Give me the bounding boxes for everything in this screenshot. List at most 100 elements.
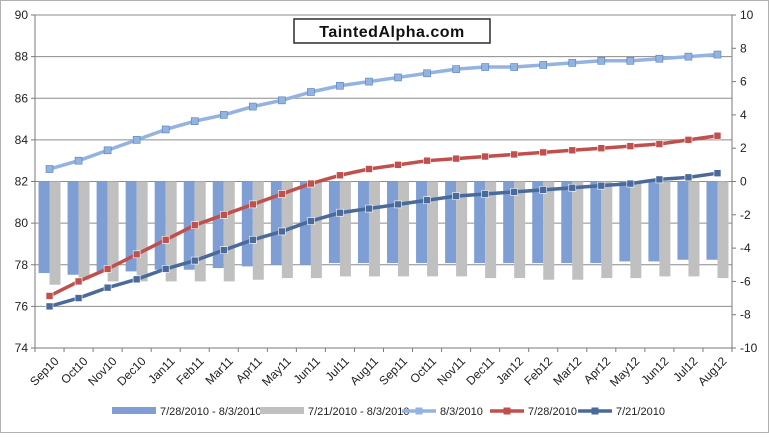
data-point (161, 235, 170, 244)
left-tick-label: 82 (15, 175, 29, 189)
data-point (336, 208, 344, 217)
bar (619, 181, 631, 262)
bar (154, 181, 166, 270)
left-tick-label: 80 (15, 216, 29, 230)
right-tick-label: 4 (740, 108, 747, 122)
legend-marker (415, 407, 423, 415)
data-point (190, 117, 199, 125)
data-point (394, 73, 402, 82)
legend-label: 7/28/2010 - 8/3/2010 (160, 406, 262, 418)
bar (368, 181, 380, 277)
bar (474, 181, 486, 264)
data-point (626, 56, 635, 65)
bar (241, 181, 253, 267)
data-point (597, 144, 606, 152)
bar (485, 181, 497, 279)
watermark-logo: TaintedAlpha.com (319, 24, 465, 41)
data-point (103, 265, 112, 273)
bar (601, 181, 613, 279)
bar (357, 181, 369, 264)
bar (572, 181, 584, 280)
data-point (626, 142, 635, 150)
bar (136, 181, 148, 282)
data-point (539, 148, 548, 157)
data-point (713, 169, 722, 177)
data-point (684, 173, 693, 182)
bar (456, 181, 468, 277)
bar (38, 181, 50, 274)
bar (590, 181, 602, 264)
bar (543, 181, 555, 280)
data-point (249, 235, 257, 244)
legend-label: 7/21/2010 - 8/3/2010 (308, 406, 410, 418)
data-point (423, 196, 431, 205)
left-tick-label: 74 (15, 341, 29, 355)
data-point (655, 140, 664, 148)
data-point (103, 146, 112, 155)
data-point (568, 59, 577, 67)
bar (183, 181, 195, 270)
bar (514, 181, 526, 279)
data-point (278, 190, 286, 198)
data-point (103, 283, 112, 292)
data-point (190, 256, 199, 265)
bar (212, 181, 224, 269)
bar (398, 181, 410, 277)
right-tick-label: 10 (740, 8, 754, 22)
data-point (365, 165, 373, 173)
bar (339, 181, 351, 277)
data-point (684, 52, 693, 61)
data-point (219, 211, 228, 219)
data-point (190, 221, 199, 230)
data-point (45, 165, 54, 173)
left-tick-label: 90 (15, 8, 29, 22)
data-point (481, 152, 489, 161)
data-point (452, 154, 460, 163)
data-point (394, 200, 402, 209)
bar (659, 181, 671, 277)
legend-label: 8/3/2010 (440, 406, 483, 418)
right-tick-label: -10 (740, 341, 758, 355)
bar (706, 181, 718, 260)
bar (165, 181, 177, 282)
data-point (219, 246, 228, 254)
series-line (48, 133, 718, 298)
bar (648, 181, 660, 262)
bar (270, 181, 282, 265)
data-point (336, 81, 344, 90)
data-point (684, 136, 693, 144)
data-point (568, 183, 577, 192)
bar (96, 181, 108, 272)
data-point (307, 179, 315, 188)
data-point (307, 217, 315, 225)
data-point (481, 63, 489, 71)
bar (194, 181, 206, 282)
data-point (278, 96, 286, 105)
data-point (365, 77, 373, 86)
data-point (336, 171, 344, 180)
data-point (74, 156, 83, 165)
bar (310, 181, 322, 279)
right-tick-label: -8 (740, 308, 751, 322)
bar (223, 181, 235, 282)
data-point (510, 188, 518, 196)
data-point (249, 102, 257, 111)
data-point (423, 156, 431, 165)
data-point (597, 181, 606, 190)
data-point (219, 111, 228, 119)
bar (416, 181, 428, 264)
data-point (74, 294, 83, 302)
data-point (510, 150, 518, 159)
data-point (74, 277, 83, 286)
right-tick-label: -4 (740, 241, 751, 255)
data-point (713, 131, 722, 140)
legend-label: 7/21/2010 (616, 406, 665, 418)
data-point (161, 125, 170, 134)
data-point (132, 136, 141, 144)
data-point (539, 61, 548, 69)
watermark-box (293, 18, 491, 44)
right-tick-label: 0 (740, 175, 747, 189)
data-point (655, 175, 664, 184)
bar (328, 181, 340, 264)
